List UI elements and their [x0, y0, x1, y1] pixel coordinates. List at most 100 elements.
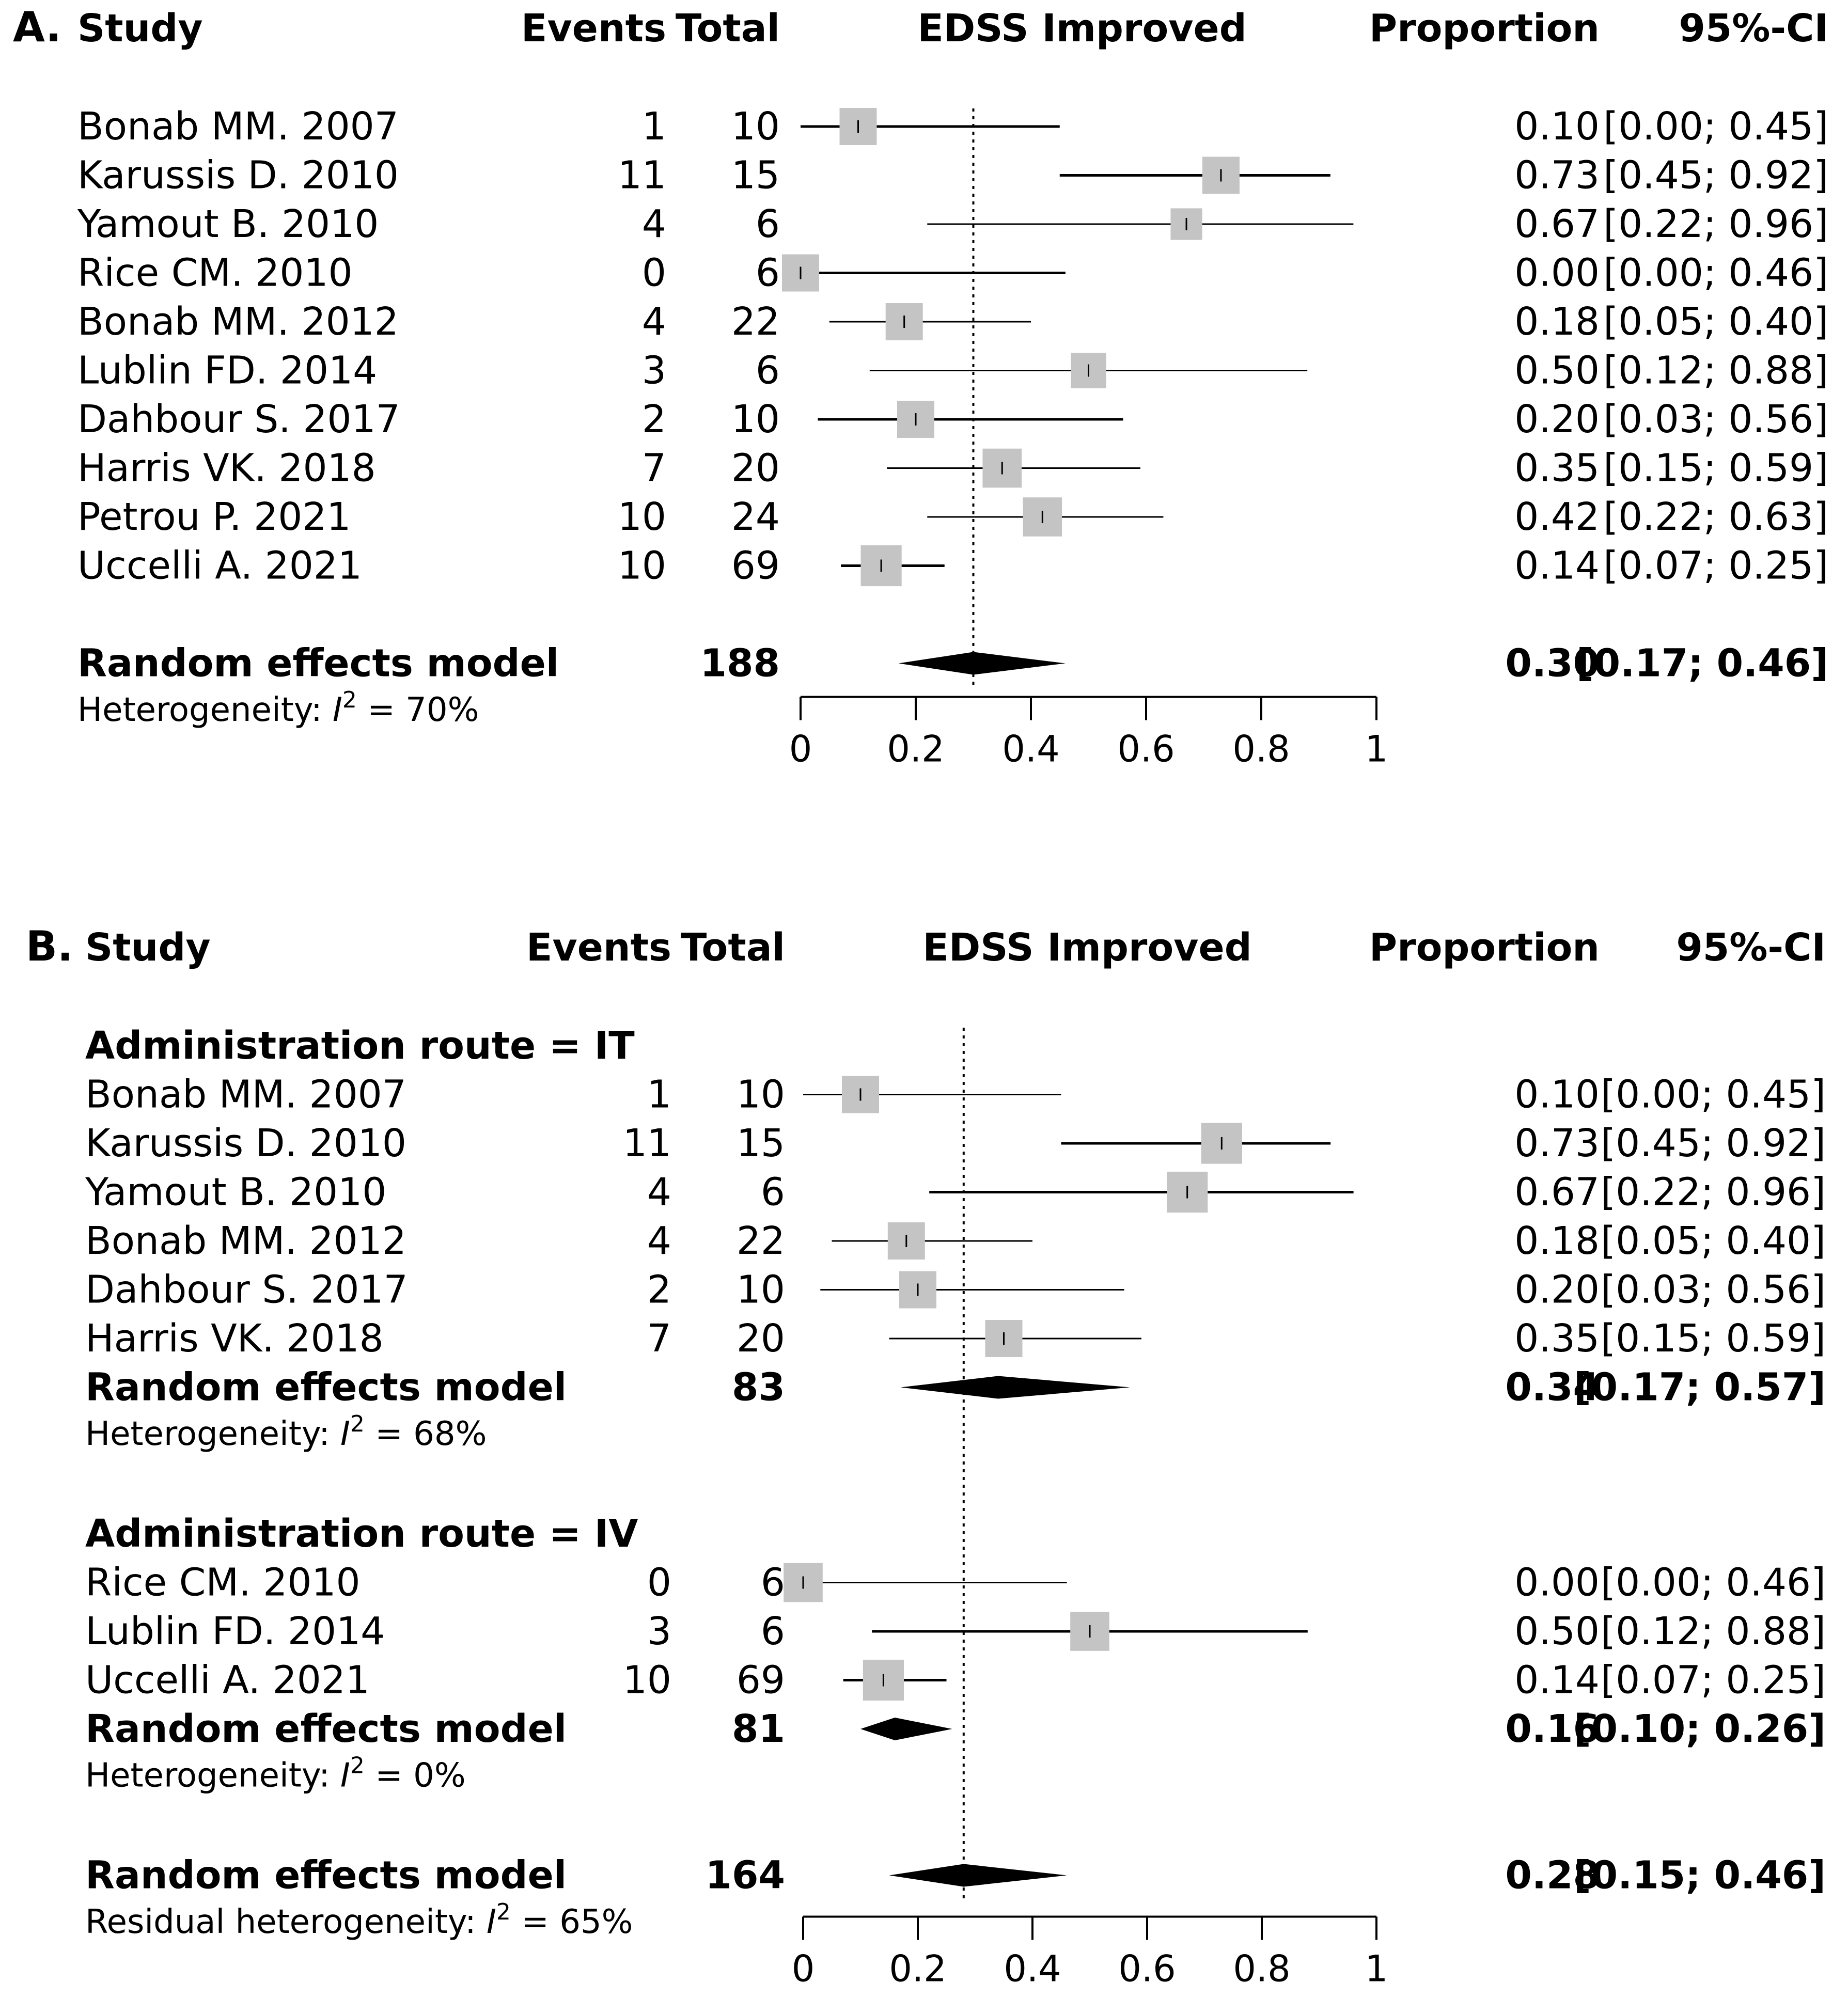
- x-axis: 0 0.2 0.4 0.6 0.8 1: [789, 696, 1388, 770]
- study-name: Bonab MM. 2012: [77, 300, 399, 344]
- heterogeneity-superscript: 2: [496, 1899, 511, 1925]
- study-row: Bonab MM. 2007 1 10 0.10 [0.00; 0.45]: [77, 104, 1828, 149]
- study-events: 3: [647, 1609, 671, 1654]
- study-proportion: 0.20: [1514, 397, 1600, 442]
- study-ci: [0.15; 0.59]: [1603, 446, 1828, 491]
- study-total: 6: [756, 202, 780, 246]
- heterogeneity-text: Heterogeneity: I2 = 68%: [85, 1411, 487, 1453]
- heterogeneity-prefix: Heterogeneity:: [85, 1415, 340, 1453]
- study-ci: [0.00; 0.46]: [1603, 251, 1828, 295]
- study-total: 69: [731, 544, 780, 588]
- study-proportion: 0.18: [1514, 1219, 1600, 1263]
- study-ci: [0.05; 0.40]: [1601, 1219, 1826, 1263]
- study-events: 11: [623, 1121, 671, 1166]
- summary-row: Random effects model 164 0.28[0.15; 0.46]: [85, 1853, 1826, 1898]
- study-events: 2: [642, 397, 666, 442]
- heterogeneity-superscript: 2: [342, 687, 357, 713]
- study-events: 4: [642, 202, 666, 246]
- summary-diamond: [900, 1376, 1130, 1399]
- study-proportion: 0.67: [1514, 202, 1600, 246]
- study-name: Harris VK. 2018: [85, 1316, 384, 1361]
- x-tick-label: 0.2: [889, 1948, 946, 1990]
- summary-label: Random effects model: [77, 641, 559, 686]
- heterogeneity-symbol: I: [487, 1903, 496, 1941]
- header-study: Study: [77, 6, 203, 51]
- heterogeneity-symbol: I: [340, 1415, 350, 1453]
- study-total: 6: [761, 1170, 785, 1215]
- heterogeneity-superscript: 2: [350, 1411, 365, 1437]
- study-total: 69: [737, 1658, 785, 1703]
- study-proportion: 0.10: [1514, 1073, 1600, 1117]
- study-ci: [0.00; 0.45]: [1603, 104, 1828, 149]
- heterogeneity-symbol: I: [333, 691, 342, 729]
- heterogeneity-value: = 70%: [357, 691, 479, 729]
- subgroup-label: Administration route = IT: [85, 1024, 635, 1068]
- heterogeneity-superscript: 2: [350, 1753, 365, 1779]
- study-row: Karussis D. 2010 11 15 0.73 [0.45; 0.92]: [85, 1121, 1826, 1166]
- study-total: 15: [737, 1121, 785, 1166]
- summary-proportion: 0.16: [1505, 1707, 1600, 1751]
- study-proportion: 0.73: [1514, 153, 1600, 198]
- study-proportion: 0.18: [1514, 300, 1600, 344]
- study-name: Bonab MM. 2007: [85, 1073, 406, 1117]
- study-row: Rice CM. 2010 0 6 0.00 [0.00; 0.46]: [77, 251, 1828, 295]
- summary-label: Random effects model: [85, 1707, 567, 1751]
- study-proportion: 0.50: [1514, 1609, 1600, 1654]
- forest-panel-b: B. Study Events Total EDSS Improved Proportio…: [26, 922, 1826, 1990]
- study-proportion: 0.10: [1514, 104, 1600, 149]
- header-total: Total: [676, 6, 780, 51]
- study-ci: [0.22; 0.96]: [1603, 202, 1828, 246]
- study-events: 10: [623, 1658, 671, 1703]
- summary-proportion: 0.28: [1505, 1853, 1600, 1898]
- study-row: Lublin FD. 2014 3 6 0.50 [0.12; 0.88]: [85, 1609, 1826, 1654]
- summary-ci: [0.17; 0.57]: [1574, 1365, 1826, 1410]
- summary-proportion: 0.34: [1505, 1365, 1600, 1410]
- study-total: 22: [731, 300, 780, 344]
- study-row: Dahbour S. 2017 2 10 0.20 [0.03; 0.56]: [77, 397, 1828, 442]
- study-events: 1: [642, 104, 666, 149]
- forest-panel-a: A. Study Events Total EDSS Improved Proportio…: [13, 3, 1828, 770]
- study-row: Harris VK. 2018 7 20 0.35 [0.15; 0.59]: [77, 446, 1828, 491]
- study-events: 4: [647, 1170, 671, 1215]
- x-tick-label: 0.8: [1233, 1948, 1290, 1990]
- x-tick-label: 0.4: [1004, 1948, 1061, 1990]
- x-tick-label: 0.2: [887, 728, 944, 770]
- study-proportion: 0.67: [1514, 1170, 1600, 1215]
- summary-diamond: [889, 1864, 1067, 1887]
- study-events: 7: [642, 446, 666, 491]
- study-row: Yamout B. 2010 4 6 0.67 [0.22; 0.96]: [85, 1170, 1826, 1215]
- heterogeneity-value: = 65%: [511, 1903, 633, 1941]
- summary-proportion: 0.30: [1505, 641, 1600, 686]
- header-proportion: Proportion: [1369, 6, 1600, 51]
- study-name: Lublin FD. 2014: [77, 349, 377, 393]
- study-row: Uccelli A. 2021 10 69 0.14 [0.07; 0.25]: [85, 1658, 1826, 1703]
- study-ci: [0.12; 0.88]: [1603, 349, 1828, 393]
- study-total: 20: [731, 446, 780, 491]
- x-tick-label: 0.6: [1117, 728, 1174, 770]
- x-tick-label: 1: [1365, 728, 1388, 770]
- summary-row: Random effects model 81 0.16[0.10; 0.26]: [85, 1707, 1826, 1751]
- study-total: 10: [731, 104, 780, 149]
- study-events: 2: [647, 1268, 671, 1312]
- study-total: 6: [756, 349, 780, 393]
- header-proportion: Proportion: [1369, 925, 1600, 970]
- heterogeneity-value: = 68%: [365, 1415, 487, 1453]
- study-name: Bonab MM. 2007: [77, 104, 399, 149]
- study-name: Uccelli A. 2021: [85, 1658, 370, 1703]
- study-proportion: 0.14: [1514, 544, 1600, 588]
- study-total: 10: [737, 1268, 785, 1312]
- study-proportion: 0.35: [1514, 1316, 1600, 1361]
- x-tick-label: 0.4: [1002, 728, 1059, 770]
- x-tick-label: 0: [792, 1948, 815, 1990]
- header-plot: EDSS Improved: [922, 925, 1251, 970]
- study-ci: [0.22; 0.63]: [1603, 495, 1828, 539]
- study-events: 3: [642, 349, 666, 393]
- study-row: Petrou P. 2021 10 24 0.42 [0.22; 0.63]: [77, 495, 1828, 539]
- study-events: 0: [642, 251, 666, 295]
- summary-row: Random effects model 83 0.34[0.17; 0.57]: [85, 1365, 1826, 1410]
- study-ci: [0.07; 0.25]: [1603, 544, 1828, 588]
- summary-total: 83: [732, 1365, 785, 1410]
- study-ci: [0.07; 0.25]: [1601, 1658, 1826, 1703]
- study-ci: [0.00; 0.45]: [1601, 1073, 1826, 1117]
